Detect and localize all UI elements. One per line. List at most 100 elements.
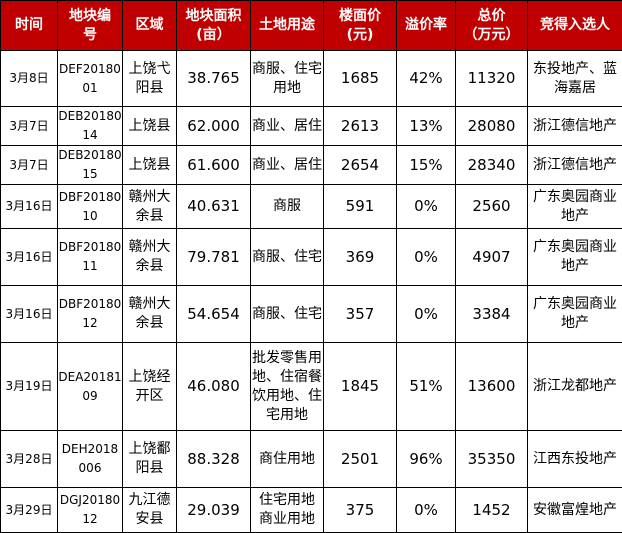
cell-premium: 0% xyxy=(397,488,456,533)
cell-price: 369 xyxy=(324,229,397,286)
cell-price: 357 xyxy=(324,286,397,343)
cell-total: 2560 xyxy=(456,185,528,229)
cell-price: 591 xyxy=(324,185,397,229)
cell-price: 2613 xyxy=(324,107,397,146)
cell-area: 上饶县 xyxy=(123,146,177,185)
column-header-total: 总价 （万元） xyxy=(456,1,528,51)
cell-size: 62.000 xyxy=(177,107,251,146)
cell-code: DGJ20180 12 xyxy=(58,488,123,533)
cell-code: DBF20180 11 xyxy=(58,229,123,286)
cell-premium: 13% xyxy=(397,107,456,146)
cell-use: 商业、居住 xyxy=(251,107,324,146)
cell-use: 商服、住宅 xyxy=(251,286,324,343)
cell-date: 3月19日 xyxy=(1,343,58,431)
cell-date: 3月16日 xyxy=(1,286,58,343)
cell-premium: 15% xyxy=(397,146,456,185)
cell-area: 赣州大 余县 xyxy=(123,286,177,343)
cell-size: 88.328 xyxy=(177,431,251,488)
cell-price: 375 xyxy=(324,488,397,533)
cell-date: 3月16日 xyxy=(1,185,58,229)
column-header-winner: 竞得入选人 xyxy=(528,1,622,51)
cell-premium: 0% xyxy=(397,229,456,286)
cell-date: 3月29日 xyxy=(1,488,58,533)
cell-price: 1685 xyxy=(324,51,397,107)
cell-size: 38.765 xyxy=(177,51,251,107)
cell-total: 4907 xyxy=(456,229,528,286)
cell-total: 28080 xyxy=(456,107,528,146)
cell-code: DEB20180 14 xyxy=(58,107,123,146)
cell-use: 商服 xyxy=(251,185,324,229)
cell-area: 赣州大 余县 xyxy=(123,185,177,229)
cell-winner: 广东奥园商业 地产 xyxy=(528,229,622,286)
cell-date: 3月7日 xyxy=(1,146,58,185)
cell-size: 29.039 xyxy=(177,488,251,533)
cell-area: 赣州大 余县 xyxy=(123,229,177,286)
cell-premium: 51% xyxy=(397,343,456,431)
cell-premium: 0% xyxy=(397,286,456,343)
cell-winner: 浙江德信地产 xyxy=(528,146,622,185)
cell-price: 2654 xyxy=(324,146,397,185)
column-header-size: 地块面积 (亩） xyxy=(177,1,251,51)
cell-price: 2501 xyxy=(324,431,397,488)
cell-winner: 广东奥园商业 地产 xyxy=(528,286,622,343)
column-header-code: 地块编 号 xyxy=(58,1,123,51)
cell-date: 3月7日 xyxy=(1,107,58,146)
cell-code: DBF20180 12 xyxy=(58,286,123,343)
cell-date: 3月28日 xyxy=(1,431,58,488)
cell-premium: 96% xyxy=(397,431,456,488)
cell-use: 批发零售用 地、住宿餐 饮用地、住 宅用地 xyxy=(251,343,324,431)
cell-code: DEA20181 09 xyxy=(58,343,123,431)
cell-use: 商业、居住 xyxy=(251,146,324,185)
cell-use: 商住用地 xyxy=(251,431,324,488)
column-header-premium: 溢价率 xyxy=(397,1,456,51)
column-header-price: 楼面价 (元) xyxy=(324,1,397,51)
cell-total: 11320 xyxy=(456,51,528,107)
cell-size: 46.080 xyxy=(177,343,251,431)
cell-code: DBF20180 10 xyxy=(58,185,123,229)
cell-date: 3月16日 xyxy=(1,229,58,286)
cell-area: 上饶弋 阳县 xyxy=(123,51,177,107)
cell-total: 3384 xyxy=(456,286,528,343)
cell-premium: 42% xyxy=(397,51,456,107)
cell-area: 九江德 安县 xyxy=(123,488,177,533)
cell-winner: 江西东投地产 xyxy=(528,431,622,488)
column-header-area: 区域 xyxy=(123,1,177,51)
cell-date: 3月8日 xyxy=(1,51,58,107)
cell-size: 61.600 xyxy=(177,146,251,185)
cell-winner: 广东奥园商业 地产 xyxy=(528,185,622,229)
cell-area: 上饶县 xyxy=(123,107,177,146)
cell-use: 商服、住宅 用地 xyxy=(251,51,324,107)
cell-area: 上饶经 开区 xyxy=(123,343,177,431)
cell-total: 28340 xyxy=(456,146,528,185)
column-header-date: 时间 xyxy=(1,1,58,51)
cell-code: DEF20180 01 xyxy=(58,51,123,107)
cell-code: DEH2018 006 xyxy=(58,431,123,488)
cell-winner: 东投地产、蓝 海嘉居 xyxy=(528,51,622,107)
cell-use: 住宅用地 商业用地 xyxy=(251,488,324,533)
cell-winner: 浙江龙都地产 xyxy=(528,343,622,431)
cell-use: 商服、住宅 xyxy=(251,229,324,286)
cell-size: 79.781 xyxy=(177,229,251,286)
header-row: 时间地块编 号区域地块面积 (亩）土地用途楼面价 (元)溢价率总价 （万元）竞得… xyxy=(1,1,622,51)
cell-code: DEB20180 15 xyxy=(58,146,123,185)
cell-area: 上饶鄱 阳县 xyxy=(123,431,177,488)
column-header-use: 土地用途 xyxy=(251,1,324,51)
cell-winner: 浙江德信地产 xyxy=(528,107,622,146)
cell-total: 13600 xyxy=(456,343,528,431)
cell-winner: 安徽富煌地产 xyxy=(528,488,622,533)
cell-price: 1845 xyxy=(324,343,397,431)
cell-total: 35350 xyxy=(456,431,528,488)
cell-total: 1452 xyxy=(456,488,528,533)
cell-premium: 0% xyxy=(397,185,456,229)
cell-size: 54.654 xyxy=(177,286,251,343)
